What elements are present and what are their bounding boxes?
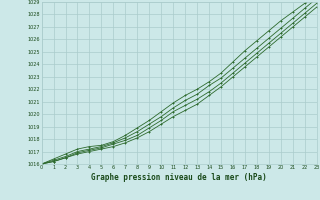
X-axis label: Graphe pression niveau de la mer (hPa): Graphe pression niveau de la mer (hPa) (91, 173, 267, 182)
